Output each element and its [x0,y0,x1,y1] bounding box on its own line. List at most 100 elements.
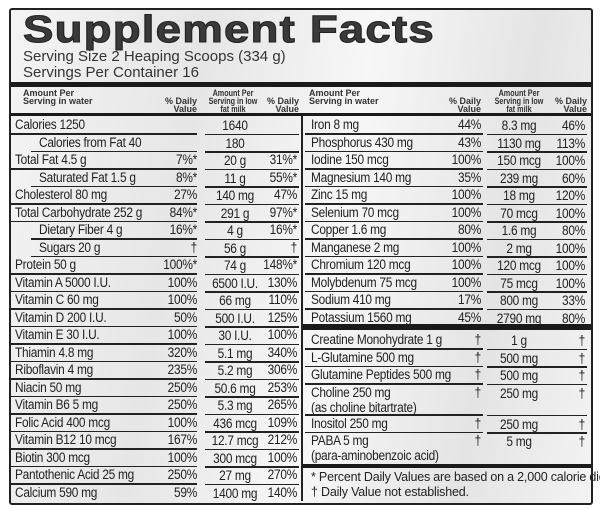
milk-amount: 180 [225,135,245,151]
nutrient-name: Selenium 70 mcg [311,204,399,220]
row-divider [205,291,299,293]
milk-amount: 1.6 mg [501,223,537,238]
milk-amount: 30 I.U. [218,328,252,343]
daily-value: 100% [451,239,482,255]
nutrient-name: Vitamin D 200 I.U. [15,309,107,325]
nutrient-name: Iodine 150 mcg [311,152,389,167]
row-divider [487,308,587,310]
row-divider [205,151,299,153]
milk-daily-value: † [578,350,586,366]
daily-value: 250% [167,397,198,412]
milk-amount: 1130 mg [497,135,541,151]
servings-per-container: Servings Per Container 16 [23,64,199,81]
milk-daily-value: 33% [562,293,585,308]
row-divider [305,431,483,433]
daily-value: 59% [174,484,197,500]
milk-daily-value: 55%* [269,169,298,185]
row-divider [487,186,587,188]
row-divider [487,238,587,240]
milk-daily-value: † [578,385,586,401]
nutrient-name: Potassium 1560 mg [311,309,412,325]
milk-amount: 2790 mg [496,310,542,326]
milk-daily-value: 46% [562,118,585,133]
daily-value: 100% [451,187,482,202]
footnote-percent-daily: * Percent Daily Values are based on a 2,… [311,470,600,484]
daily-value: 100% [167,274,198,290]
row-divider [305,255,483,257]
row-divider [205,483,299,485]
milk-daily-value: 306% [267,362,298,377]
daily-value: 80% [458,222,481,237]
milk-daily-value: 16%* [269,222,298,237]
row-divider [305,290,483,292]
header-dv-milk-left: % Daily Value [266,96,299,114]
nutrient-name: Glutamine Peptides 500 mg [311,367,452,382]
nutrient-subtitle: (as choline bitartrate) [311,399,417,415]
row-divider [205,378,299,380]
milk-daily-value: 100% [555,240,586,256]
milk-daily-value: 212% [267,432,298,447]
milk-amount: 291 g [220,205,250,221]
nutrient-name: Saturated Fat 1.5 g [39,169,136,185]
row-divider [487,291,587,293]
nutrient-name: Calories 1250 [15,117,85,132]
daily-value: † [474,433,482,448]
row-divider [205,238,299,240]
daily-value: 27% [174,187,197,202]
milk-daily-value: 97%* [269,204,298,220]
row-divider [305,365,483,367]
row-divider [205,448,299,450]
row-divider [487,256,587,258]
milk-amount: 6500 I.U. [212,275,258,291]
row-divider [487,168,587,170]
nutrient-name: Niacin 50 mg [15,379,82,395]
milk-amount: 150 mcg [497,153,541,168]
nutrient-name: PABA 5 mg [311,433,369,448]
nutrient-name: Vitamin C 60 mg [15,292,99,307]
milk-daily-value: 100% [267,327,298,342]
milk-amount: 2 mg [506,240,532,256]
row-divider [205,168,299,170]
milk-amount: 800 mg [499,293,539,308]
row-divider [205,221,299,223]
milk-daily-value: 110% [268,292,298,307]
nutrient-name: Folic Acid 400 mcg [15,414,110,430]
row-divider [11,413,197,415]
row-divider [205,431,299,433]
nutrient-name: L-Glutamine 500 mg [311,349,414,365]
row-divider [305,185,483,187]
milk-daily-value: † [578,368,586,383]
thick-divider-footnote [303,464,591,468]
milk-amount: 18 mg [503,188,535,203]
nutrient-name: Pantothenic Acid 25 mg [15,467,135,482]
milk-daily-value: 130% [267,274,298,290]
row-divider [11,168,197,170]
milk-amount: 5.3 mg [217,398,253,413]
row-divider [11,203,197,205]
milk-amount: 5 mg [506,434,532,449]
daily-value: 45% [458,309,481,325]
header-dv-right: % Daily Value [448,96,481,114]
row-divider [205,466,299,468]
milk-daily-value: 100% [555,153,586,168]
milk-daily-value: 120% [555,188,586,203]
milk-daily-value: 47% [274,187,297,202]
milk-daily-value: 100% [555,275,586,291]
nutrient-name: Protein 50 g [15,257,76,272]
daily-value: † [474,415,482,431]
milk-amount: 239 mg [499,170,539,186]
daily-value: 17% [458,292,481,307]
daily-value: † [474,349,482,365]
header-divider [11,113,591,116]
milk-amount: 436 mcg [213,415,257,431]
daily-value: 100% [451,204,482,220]
milk-daily-value: 265% [267,397,298,412]
nutrient-name: Cholesterol 80 mg [15,187,107,202]
row-divider [487,366,587,368]
milk-daily-value: 270% [267,467,298,482]
thick-divider [11,82,591,87]
milk-daily-value: 100% [267,449,298,465]
nutrient-name: Sugars 20 g [39,239,101,255]
row-divider [305,203,483,205]
row-divider [487,414,587,416]
